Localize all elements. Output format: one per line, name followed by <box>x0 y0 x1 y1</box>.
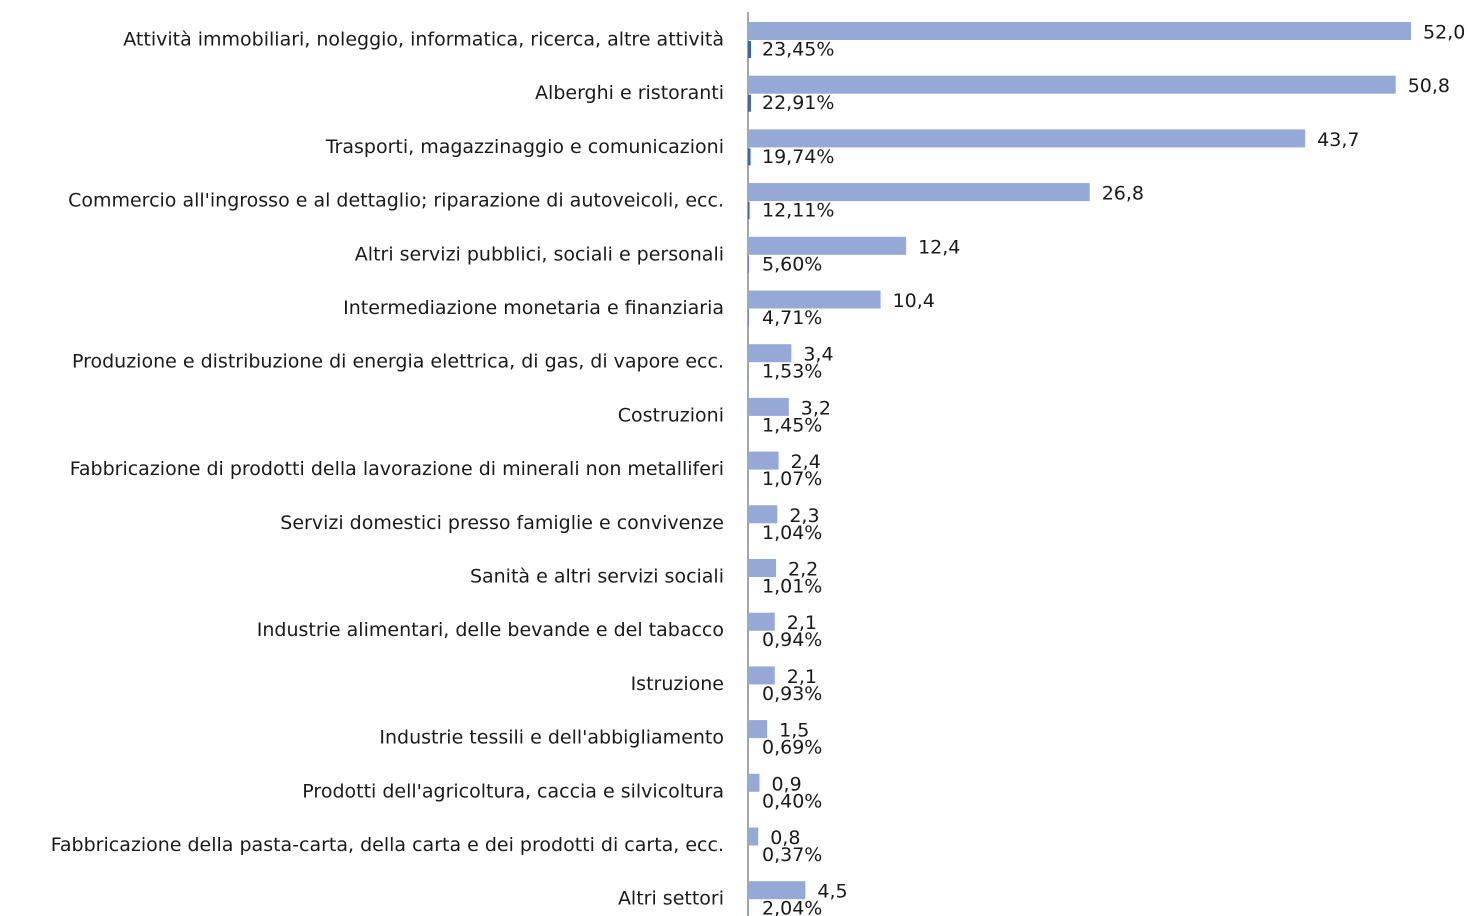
bar <box>748 41 751 58</box>
value-label: 2,3 <box>789 505 819 527</box>
category-label: Industrie tessili e dell'abbigliamento <box>379 727 724 749</box>
value-label: 19,74% <box>762 146 834 168</box>
category-label: Attività immobiliari, noleggio, informat… <box>123 29 724 51</box>
bar <box>748 666 775 685</box>
bar <box>748 148 751 166</box>
value-label: 0,94% <box>762 629 822 651</box>
bar <box>748 22 1411 40</box>
value-label: 4,5 <box>817 881 847 903</box>
value-label: 1,53% <box>762 361 822 383</box>
value-label: 1,04% <box>762 522 822 544</box>
bar <box>748 881 806 900</box>
value-label: 4,71% <box>762 307 822 329</box>
value-label: 23,45% <box>762 39 834 61</box>
category-label: Prodotti dell'agricoltura, caccia e silv… <box>302 780 724 802</box>
value-label: 0,37% <box>762 844 822 866</box>
value-label: 12,4 <box>918 236 960 258</box>
category-label: Servizi domestici presso famiglie e conv… <box>280 512 724 534</box>
bar <box>748 397 789 416</box>
bar <box>748 129 1306 148</box>
bar <box>748 827 759 846</box>
value-label: 22,91% <box>762 92 834 114</box>
value-label: 2,1 <box>787 612 817 634</box>
value-label: 3,4 <box>803 344 833 366</box>
value-label: 5,60% <box>762 253 822 275</box>
bar <box>748 183 1090 202</box>
value-label: 0,69% <box>762 737 822 759</box>
bar <box>748 720 768 739</box>
bar <box>748 773 760 792</box>
bar <box>748 202 750 220</box>
category-label: Commercio all'ingrosso e al dettaglio; r… <box>68 190 724 212</box>
bar <box>748 255 749 273</box>
bar <box>748 94 751 112</box>
category-label: Produzione e distribuzione di energia el… <box>72 351 724 373</box>
category-label: Alberghi e ristoranti <box>535 82 724 104</box>
value-label: 1,45% <box>762 414 822 436</box>
value-label: 3,2 <box>801 397 831 419</box>
value-label: 26,8 <box>1102 183 1144 205</box>
bar <box>748 505 778 524</box>
value-label: 1,07% <box>762 468 822 490</box>
value-label: 0,40% <box>762 790 822 812</box>
value-label: 2,04% <box>762 898 822 916</box>
category-label: Fabbricazione di prodotti della lavorazi… <box>70 458 724 480</box>
value-label: 0,93% <box>762 683 822 705</box>
category-label: Fabbricazione della pasta-carta, della c… <box>51 834 724 856</box>
value-label: 10,4 <box>893 290 935 312</box>
category-label: Trasporti, magazzinaggio e comunicazioni <box>325 136 724 158</box>
value-label: 50,8 <box>1408 75 1450 97</box>
value-label: 1,5 <box>779 720 809 742</box>
bar <box>748 309 749 327</box>
value-label: 43,7 <box>1317 129 1359 151</box>
category-label: Industrie alimentari, delle bevande e de… <box>257 619 724 641</box>
category-label: Sanità e altri servizi sociali <box>470 566 724 588</box>
value-label: 2,4 <box>791 451 821 473</box>
value-label: 2,1 <box>787 666 817 688</box>
bar <box>748 236 907 255</box>
bar <box>748 290 881 309</box>
value-label: 12,11% <box>762 200 834 222</box>
bar <box>748 451 779 470</box>
bar <box>748 612 775 631</box>
bar <box>748 75 1396 94</box>
value-label: 0,8 <box>770 827 800 849</box>
value-label: 52,0 <box>1423 22 1465 44</box>
category-label: Altri servizi pubblici, sociali e person… <box>355 243 724 265</box>
value-label: 1,01% <box>762 576 822 598</box>
bar <box>748 559 777 577</box>
category-label: Altri settori <box>618 888 724 910</box>
value-label: 0,9 <box>771 773 801 795</box>
category-label: Istruzione <box>631 673 724 695</box>
category-label: Costruzioni <box>618 404 724 426</box>
bar <box>748 344 792 363</box>
value-label: 2,2 <box>788 559 818 581</box>
category-label: Intermediazione monetaria e finanziaria <box>343 297 724 319</box>
